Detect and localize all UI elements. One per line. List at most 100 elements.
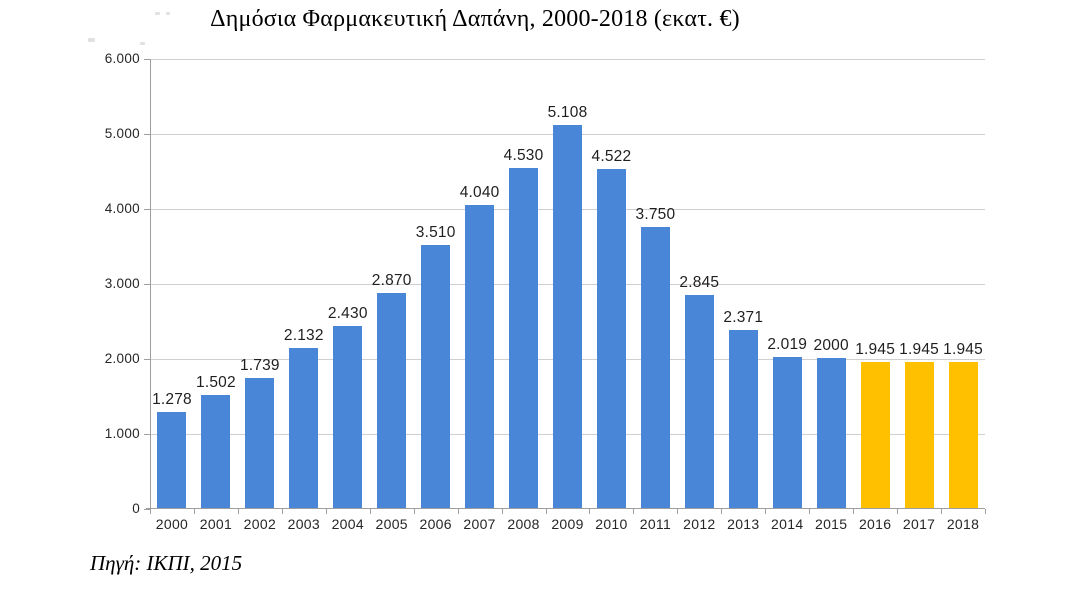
bar-value-label: 2.430 — [327, 304, 368, 322]
x-axis-label: 2007 — [463, 516, 496, 532]
bar-value-label: 2.371 — [723, 309, 764, 327]
bar-2012 — [684, 294, 714, 508]
bar-value-label: 2.132 — [283, 327, 324, 345]
x-axis-label: 2009 — [551, 516, 584, 532]
x-axis-label: 2000 — [155, 516, 189, 532]
x-axis-tick — [941, 509, 942, 514]
x-axis-label: 2015 — [814, 516, 848, 532]
y-axis-tick — [144, 284, 150, 285]
bar-value-label: 5.108 — [547, 103, 588, 121]
x-axis-tick — [282, 509, 283, 514]
y-axis-label: 2.000 — [104, 351, 140, 366]
x-axis-tick — [853, 509, 854, 514]
bar-value-label: 4.522 — [591, 147, 632, 165]
bar-value-label: 1.945 — [899, 341, 939, 359]
x-axis-line — [146, 508, 985, 509]
x-axis-label: 2005 — [375, 516, 408, 532]
x-axis-label: 2002 — [243, 516, 277, 532]
bar-value-label: 2.870 — [371, 271, 412, 289]
bar-value-label: 1.945 — [855, 341, 896, 359]
x-axis-label: 2016 — [858, 516, 892, 532]
x-axis-label: 2004 — [331, 516, 364, 532]
x-axis-tick — [897, 509, 898, 514]
y-axis-label: 4.000 — [104, 201, 140, 216]
bar-value-label: 1.278 — [152, 391, 192, 409]
bar-2002 — [245, 377, 275, 508]
bar-value-label: 2.845 — [679, 273, 720, 291]
x-axis-tick — [721, 509, 722, 514]
x-axis-tick — [150, 509, 151, 514]
x-axis-label: 2013 — [727, 516, 760, 532]
bar-2003 — [289, 348, 319, 508]
x-axis-tick — [502, 509, 503, 514]
y-axis-tick — [144, 134, 150, 135]
bar-2015 — [816, 358, 846, 508]
bar-2013 — [728, 330, 758, 508]
bar-value-label: 3.510 — [415, 223, 456, 241]
x-axis-tick — [589, 509, 590, 514]
x-axis-label: 2014 — [771, 516, 804, 532]
bar-2007 — [465, 205, 495, 508]
scan-artifact — [140, 42, 145, 45]
x-axis-label: 2018 — [946, 516, 980, 532]
x-axis-label: 2012 — [683, 516, 716, 532]
y-axis-line — [150, 59, 151, 514]
x-axis-label: 2006 — [419, 516, 452, 532]
bar-2006 — [421, 244, 451, 508]
x-axis-tick — [546, 509, 547, 514]
bar-2010 — [596, 168, 626, 508]
y-axis-tick — [144, 509, 150, 510]
x-axis-tick — [414, 509, 415, 514]
x-axis-label: 2011 — [639, 516, 672, 532]
x-axis-label: 2017 — [902, 516, 936, 532]
x-axis-tick — [326, 509, 327, 514]
bar-2011 — [640, 226, 670, 508]
plot-area: 0 1.000 2.000 3.000 4.000 5.000 6.000 1.278 2000… — [105, 51, 986, 532]
bar-2017 — [904, 362, 934, 508]
bar-2009 — [553, 124, 582, 508]
x-axis-tick — [370, 509, 371, 514]
y-axis-tick — [144, 434, 150, 435]
y-axis-tick — [144, 209, 150, 210]
x-axis-tick — [194, 509, 195, 514]
bar-2008 — [509, 168, 539, 508]
bar-value-label: 4.040 — [459, 184, 500, 201]
y-axis-label: 3.000 — [104, 276, 140, 291]
bar-value-label: 2.019 — [767, 335, 808, 353]
y-axis-tick — [144, 59, 150, 60]
y-axis-label: 6.000 — [104, 51, 140, 66]
bar-2000 — [157, 412, 187, 508]
bar-2014 — [772, 356, 802, 508]
bar-2005 — [377, 292, 407, 508]
x-axis-label: 2003 — [287, 516, 320, 532]
x-axis-label: 2001 — [199, 516, 233, 532]
bar-2018 — [948, 362, 978, 508]
bar-value-label: 4.530 — [503, 147, 544, 165]
x-axis-tick — [238, 509, 239, 514]
y-axis-label: 0 — [132, 501, 140, 516]
bar-value-label: 2000 — [813, 337, 849, 354]
scan-artifact — [88, 38, 95, 42]
chart-title: Δημόσια Φαρμακευτική Δαπάνη, 2000-2018 (… — [210, 6, 740, 32]
x-axis-label: 2008 — [507, 516, 540, 532]
scan-artifact — [155, 12, 160, 15]
bar-value-label: 1.502 — [196, 374, 236, 392]
x-axis-tick — [458, 509, 459, 514]
y-axis-tick — [144, 359, 150, 360]
x-axis-tick — [633, 509, 634, 514]
y-axis-label: 5.000 — [104, 126, 140, 141]
source-caption: Πηγή: ΙΚΠΙ, 2015 — [90, 551, 243, 575]
bar-2004 — [333, 325, 363, 508]
bar-value-label: 1.945 — [943, 341, 983, 359]
y-axis-label: 1.000 — [104, 426, 140, 441]
bar-2001 — [201, 395, 231, 508]
bar-value-label: 3.750 — [635, 205, 676, 223]
gridline — [150, 59, 985, 60]
bar-2016 — [860, 362, 890, 508]
x-axis-tick — [677, 509, 678, 514]
x-axis-tick — [765, 509, 766, 514]
x-axis-tick — [809, 509, 810, 514]
x-axis-label: 2010 — [595, 516, 628, 532]
x-axis-tick — [985, 509, 986, 514]
